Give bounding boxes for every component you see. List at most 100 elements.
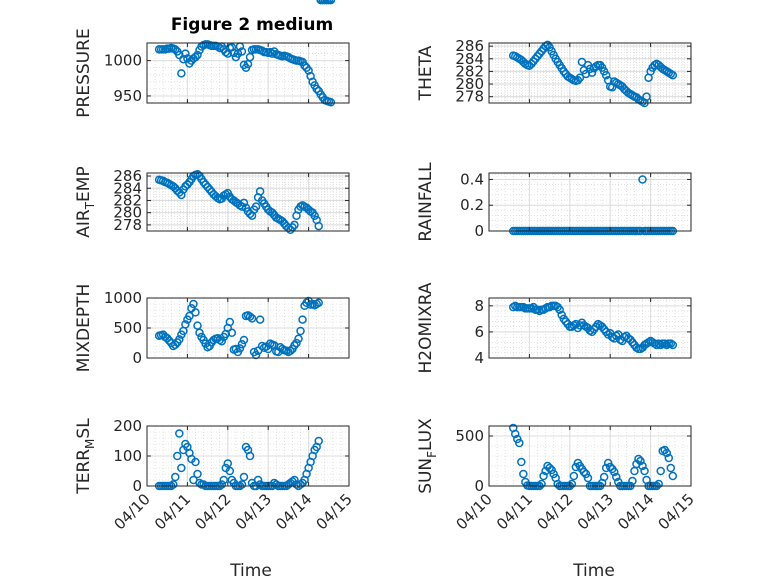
data-point <box>193 469 202 479</box>
axes-frame <box>488 297 692 359</box>
y-axis-label: RAINFALL <box>416 162 436 242</box>
series-markers <box>154 40 336 107</box>
data-point <box>181 49 190 58</box>
data-point <box>567 479 577 489</box>
x-tick-label: 04/10 <box>111 490 154 533</box>
panel-h2omixra: 4 6 8 H2OMIXRA <box>416 282 692 374</box>
axes-frame <box>146 42 350 104</box>
data-point <box>511 429 520 439</box>
data-point <box>177 69 186 78</box>
data-point <box>513 434 522 444</box>
y-tick-label: 4 <box>474 349 484 367</box>
data-point <box>581 469 591 479</box>
data-point <box>193 50 202 60</box>
data-point <box>225 466 235 476</box>
series-markers <box>508 40 678 108</box>
data-point <box>245 451 255 461</box>
panel-rainfall: 0 0.2 0.4 RAINFALL <box>416 162 692 242</box>
data-point <box>267 208 277 217</box>
data-point <box>255 315 265 324</box>
y-tick-label: 6 <box>474 323 484 341</box>
data-point <box>181 320 190 329</box>
data-point <box>634 454 643 464</box>
data-point <box>195 328 204 338</box>
data-point <box>292 338 301 348</box>
data-point <box>515 438 524 448</box>
data-point <box>177 190 186 200</box>
data-point <box>193 169 202 179</box>
x-tick-label: 04/14 <box>614 490 657 533</box>
data-point <box>183 54 192 63</box>
data-point <box>668 340 678 350</box>
x-tick-label: 04/10 <box>453 490 496 533</box>
data-point <box>549 469 558 479</box>
data-point <box>555 305 564 314</box>
data-point <box>253 475 263 485</box>
data-point <box>612 472 621 482</box>
data-point <box>237 47 247 56</box>
data-point <box>314 436 323 446</box>
data-point <box>177 463 186 473</box>
x-tick-label: 04/12 <box>191 490 234 533</box>
y-tick-label: 284 <box>113 179 142 197</box>
y-tick-label: 278 <box>455 88 484 106</box>
data-point <box>656 466 665 476</box>
data-point <box>640 466 649 476</box>
data-point <box>290 475 299 485</box>
data-point <box>517 457 526 467</box>
data-point <box>225 317 235 327</box>
data-point <box>239 198 249 208</box>
data-point <box>191 457 200 467</box>
data-point <box>239 335 249 345</box>
axes-frame <box>488 425 692 487</box>
data-point <box>642 92 651 101</box>
data-point <box>605 462 615 472</box>
x-tick-label: 04/11 <box>493 490 536 533</box>
y-axis-label: MIXDEPTH <box>74 284 94 373</box>
series-markers <box>154 0 336 491</box>
data-point <box>326 0 336 5</box>
data-point <box>569 471 579 481</box>
y-tick-label: 1000 <box>104 289 142 307</box>
data-point <box>183 180 192 189</box>
y-tick-label: 0.2 <box>460 196 484 214</box>
data-point <box>227 328 237 338</box>
data-point <box>519 469 528 479</box>
data-point <box>255 187 265 196</box>
data-point <box>175 429 184 438</box>
data-point <box>603 458 613 468</box>
data-point <box>201 180 210 189</box>
data-point <box>171 472 180 482</box>
data-point <box>171 45 180 54</box>
data-point <box>666 463 676 473</box>
data-point <box>217 336 226 346</box>
plot-area <box>489 173 691 231</box>
data-point <box>638 175 647 184</box>
data-point <box>237 339 247 349</box>
data-point <box>312 84 321 94</box>
data-point <box>191 308 200 317</box>
data-point <box>173 451 182 461</box>
data-point <box>300 61 309 70</box>
data-point <box>171 340 180 350</box>
y-axis-label: THETA <box>416 45 436 101</box>
data-point <box>326 98 336 107</box>
data-point <box>205 185 214 194</box>
y-tick-label: 282 <box>455 62 484 80</box>
data-point <box>545 463 554 473</box>
data-point <box>537 479 546 489</box>
panel-pressure: 950 1000 PRESSURE <box>74 28 350 118</box>
y-tick-label: 280 <box>113 204 142 222</box>
data-point <box>245 312 255 321</box>
data-point <box>628 476 637 486</box>
data-point <box>654 479 663 489</box>
data-point <box>219 475 229 485</box>
y-tick-label: 100 <box>113 447 142 465</box>
x-axis-label-left: Time <box>229 561 272 581</box>
data-point <box>314 298 323 308</box>
data-point <box>239 472 249 482</box>
data-point <box>229 48 239 58</box>
y-tick-label: 0 <box>132 477 142 495</box>
